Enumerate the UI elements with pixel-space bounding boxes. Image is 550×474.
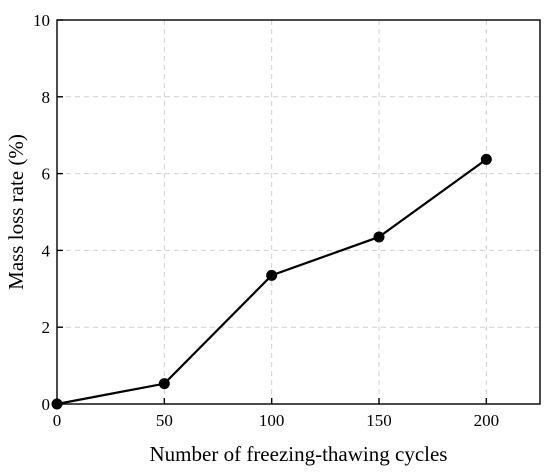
y-tick-label: 0	[42, 395, 51, 414]
x-tick-label: 100	[259, 411, 285, 430]
series-layer	[51, 153, 492, 410]
x-tick-label: 50	[156, 411, 173, 430]
x-tick-label: 0	[53, 411, 62, 430]
x-axis-ticks: 0 50 100 150 200	[53, 398, 499, 430]
y-tick-label: 6	[42, 165, 51, 184]
x-tick-label: 200	[474, 411, 500, 430]
y-tick-label: 4	[42, 241, 51, 260]
x-tick-label: 150	[366, 411, 392, 430]
grid-lines	[57, 20, 540, 404]
data-point	[266, 269, 278, 281]
data-point	[480, 153, 492, 165]
data-point	[51, 398, 63, 410]
data-point	[373, 231, 385, 243]
y-tick-label: 8	[42, 88, 51, 107]
y-axis-title: Mass loss rate (%)	[4, 134, 28, 290]
y-tick-label: 10	[33, 11, 50, 30]
plot-area-frame	[56, 19, 541, 405]
y-axis-ticks: 0 2 4 6 8 10	[33, 11, 63, 414]
y-tick-label: 2	[42, 318, 51, 337]
data-point	[158, 378, 170, 390]
x-axis-title: Number of freezing-thawing cycles	[150, 442, 448, 466]
